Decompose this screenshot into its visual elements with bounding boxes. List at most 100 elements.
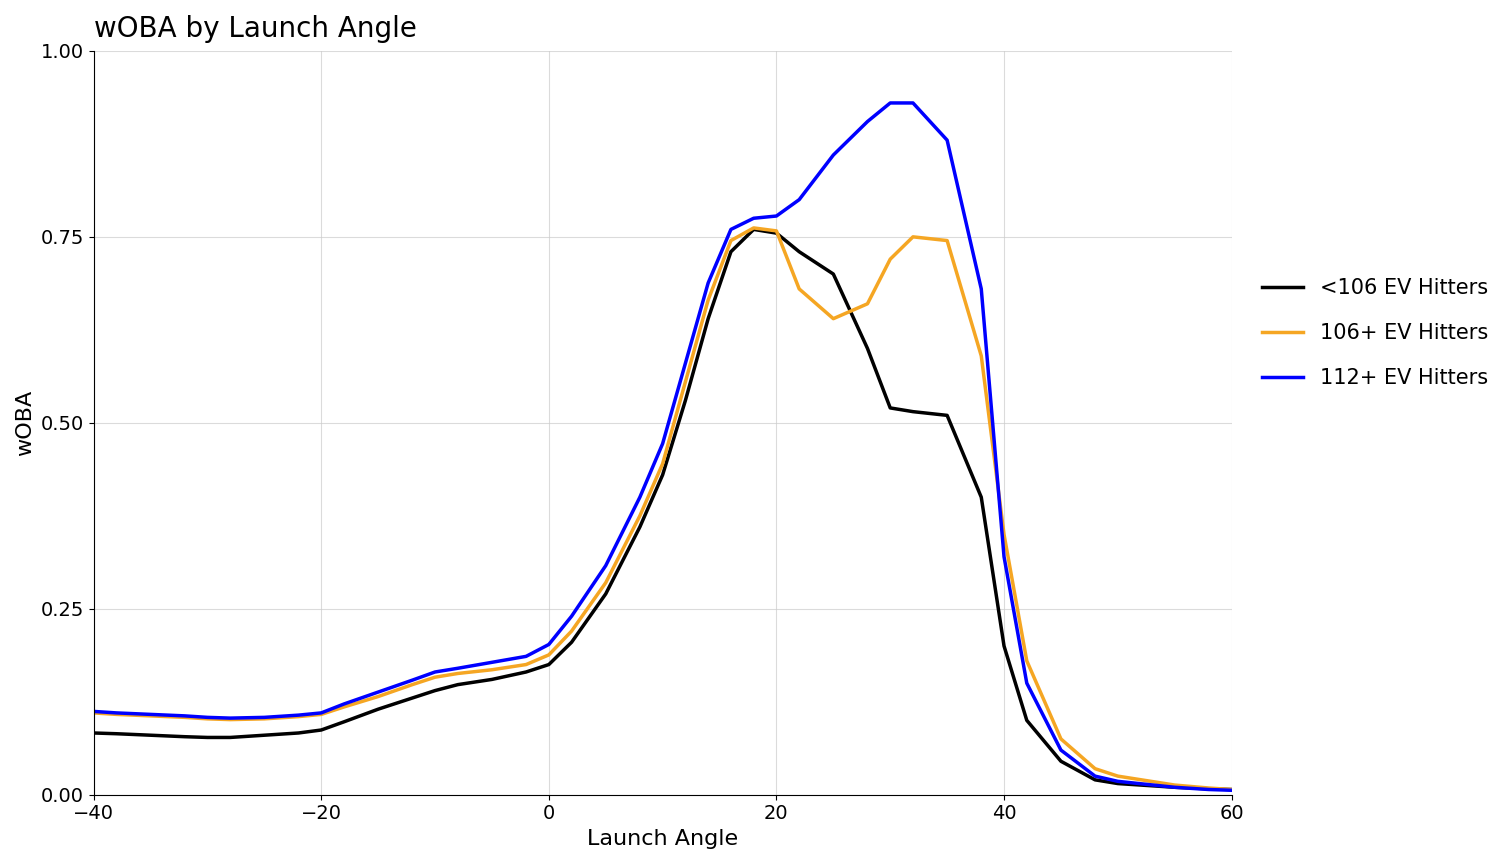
112+ EV Hitters: [676, 358, 694, 368]
112+ EV Hitters: [1052, 745, 1070, 755]
106+ EV Hitters: [1108, 771, 1126, 781]
112+ EV Hitters: [1201, 785, 1219, 795]
112+ EV Hitters: [517, 651, 535, 662]
<106 EV Hitters: [107, 728, 125, 739]
106+ EV Hitters: [721, 235, 739, 245]
<106 EV Hitters: [744, 225, 762, 235]
112+ EV Hitters: [859, 117, 877, 127]
112+ EV Hitters: [721, 225, 739, 235]
112+ EV Hitters: [1018, 678, 1036, 689]
<106 EV Hitters: [426, 685, 445, 696]
<106 EV Hitters: [631, 522, 649, 532]
112+ EV Hitters: [256, 712, 274, 722]
112+ EV Hitters: [369, 687, 387, 697]
106+ EV Hitters: [1166, 780, 1184, 791]
<106 EV Hitters: [995, 641, 1013, 651]
106+ EV Hitters: [881, 254, 900, 264]
<106 EV Hitters: [1018, 715, 1036, 726]
<106 EV Hitters: [881, 403, 900, 413]
112+ EV Hitters: [653, 438, 671, 448]
<106 EV Hitters: [1086, 775, 1104, 785]
112+ EV Hitters: [175, 711, 194, 721]
106+ EV Hitters: [336, 702, 354, 712]
106+ EV Hitters: [653, 459, 671, 469]
106+ EV Hitters: [175, 712, 194, 722]
106+ EV Hitters: [744, 223, 762, 233]
<106 EV Hitters: [1166, 782, 1184, 792]
112+ EV Hitters: [449, 663, 467, 673]
<106 EV Hitters: [1108, 778, 1126, 789]
<106 EV Hitters: [562, 637, 581, 647]
<106 EV Hitters: [1052, 756, 1070, 766]
106+ EV Hitters: [1086, 764, 1104, 774]
<106 EV Hitters: [85, 727, 103, 738]
<106 EV Hitters: [721, 246, 739, 257]
106+ EV Hitters: [904, 232, 922, 242]
106+ EV Hitters: [142, 711, 160, 721]
<106 EV Hitters: [198, 733, 216, 743]
112+ EV Hitters: [597, 561, 615, 571]
<106 EV Hitters: [1201, 784, 1219, 794]
112+ EV Hitters: [107, 708, 125, 718]
<106 EV Hitters: [1223, 785, 1241, 795]
106+ EV Hitters: [1223, 785, 1241, 795]
112+ EV Hitters: [198, 712, 216, 722]
Text: wOBA by Launch Angle: wOBA by Launch Angle: [94, 15, 416, 43]
106+ EV Hitters: [482, 664, 500, 675]
112+ EV Hitters: [562, 611, 581, 621]
106+ EV Hitters: [699, 295, 717, 305]
112+ EV Hitters: [311, 708, 330, 718]
<106 EV Hitters: [404, 693, 422, 703]
112+ EV Hitters: [1166, 782, 1184, 792]
106+ EV Hitters: [937, 235, 956, 245]
Legend: <106 EV Hitters, 106+ EV Hitters, 112+ EV Hitters: <106 EV Hitters, 106+ EV Hitters, 112+ E…: [1253, 270, 1497, 397]
112+ EV Hitters: [404, 675, 422, 685]
Line: 112+ EV Hitters: 112+ EV Hitters: [94, 103, 1232, 791]
<106 EV Hitters: [517, 667, 535, 677]
112+ EV Hitters: [85, 706, 103, 716]
112+ EV Hitters: [221, 713, 239, 723]
<106 EV Hitters: [175, 732, 194, 742]
<106 EV Hitters: [311, 725, 330, 735]
112+ EV Hitters: [336, 699, 354, 709]
<106 EV Hitters: [859, 343, 877, 353]
112+ EV Hitters: [768, 211, 786, 221]
106+ EV Hitters: [85, 708, 103, 718]
106+ EV Hitters: [221, 715, 239, 725]
106+ EV Hitters: [540, 650, 558, 660]
<106 EV Hitters: [676, 396, 694, 406]
112+ EV Hitters: [995, 551, 1013, 562]
<106 EV Hitters: [904, 406, 922, 416]
106+ EV Hitters: [256, 714, 274, 724]
106+ EV Hitters: [791, 283, 809, 294]
112+ EV Hitters: [631, 492, 649, 502]
106+ EV Hitters: [631, 511, 649, 521]
Y-axis label: wOBA: wOBA: [15, 390, 35, 456]
<106 EV Hitters: [653, 470, 671, 480]
106+ EV Hitters: [449, 668, 467, 678]
112+ EV Hitters: [744, 213, 762, 224]
Line: <106 EV Hitters: <106 EV Hitters: [94, 230, 1232, 790]
<106 EV Hitters: [824, 269, 842, 279]
<106 EV Hitters: [482, 674, 500, 684]
112+ EV Hitters: [1108, 776, 1126, 786]
106+ EV Hitters: [198, 714, 216, 724]
<106 EV Hitters: [449, 679, 467, 689]
112+ EV Hitters: [289, 710, 307, 721]
112+ EV Hitters: [1086, 771, 1104, 781]
<106 EV Hitters: [768, 228, 786, 238]
<106 EV Hitters: [972, 492, 990, 502]
106+ EV Hitters: [404, 679, 422, 689]
106+ EV Hitters: [995, 529, 1013, 539]
112+ EV Hitters: [904, 98, 922, 108]
112+ EV Hitters: [972, 283, 990, 294]
112+ EV Hitters: [824, 149, 842, 160]
106+ EV Hitters: [768, 226, 786, 236]
112+ EV Hitters: [540, 639, 558, 650]
112+ EV Hitters: [482, 658, 500, 668]
<106 EV Hitters: [369, 704, 387, 715]
112+ EV Hitters: [791, 194, 809, 205]
<106 EV Hitters: [937, 410, 956, 421]
106+ EV Hitters: [1052, 734, 1070, 744]
112+ EV Hitters: [699, 278, 717, 289]
